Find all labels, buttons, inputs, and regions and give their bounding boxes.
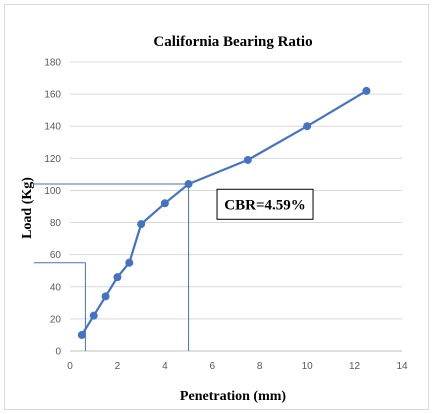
data-point (243, 155, 252, 164)
y-axis-title: Load (Kg) (20, 177, 35, 239)
chart-frame (4, 4, 429, 410)
x-tick-label: 8 (257, 361, 263, 372)
y-tick-label: 100 (44, 186, 61, 197)
tick-labels: 0 20 40 60 80 100 120 140 160 180 0 2 4 6 8 10 12 14 (44, 58, 408, 373)
data-point (125, 258, 134, 267)
data-point (113, 273, 122, 282)
cbr-annotation-text: CBR=4.59% (224, 197, 305, 213)
data-point (77, 330, 86, 339)
x-tick-label: 2 (115, 361, 121, 372)
y-tick-label: 140 (44, 122, 61, 133)
y-tick-label: 40 (50, 282, 62, 293)
data-point (303, 122, 312, 131)
data-point (160, 199, 169, 208)
x-tick-label: 6 (210, 361, 216, 372)
y-tick-label: 120 (44, 154, 61, 165)
data-point (184, 180, 193, 189)
data-point (137, 220, 146, 229)
y-tick-label: 60 (50, 250, 62, 261)
y-tick-label: 180 (44, 58, 61, 69)
x-tick-label: 4 (162, 361, 168, 372)
x-tick-label: 12 (349, 361, 361, 372)
gridlines (70, 61, 402, 352)
data-point (89, 311, 98, 320)
reference-lines (34, 183, 190, 351)
y-tick-label: 20 (50, 314, 62, 325)
cbr-annotation-box (216, 188, 314, 220)
x-tick-label: 0 (67, 361, 73, 372)
data-point (362, 86, 371, 95)
chart-title: California Bearing Ratio (153, 34, 312, 50)
x-tick-label: 10 (302, 361, 314, 372)
x-tick-label: 14 (396, 361, 408, 372)
cbr-annotation: CBR=4.59% (216, 188, 314, 220)
y-tick-label: 80 (50, 218, 62, 229)
data-point (101, 292, 110, 301)
x-axis-title: Penetration (mm) (180, 389, 286, 404)
y-tick-label: 0 (55, 347, 61, 358)
y-tick-label: 160 (44, 90, 61, 101)
data-series (77, 86, 371, 339)
